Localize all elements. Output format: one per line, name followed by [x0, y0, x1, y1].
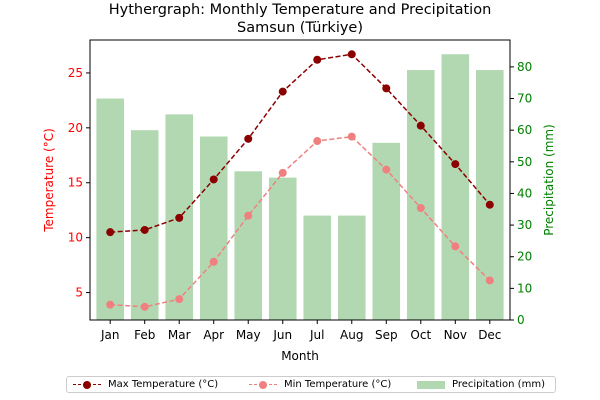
- legend-swatch-precipitation: [417, 380, 445, 390]
- legend-label-max-temp: Max Temperature (°C): [108, 379, 219, 390]
- temp-point-0-jul: [313, 55, 322, 64]
- left-tick-label-25: 25: [68, 66, 83, 80]
- temp-point-1-apr: [209, 257, 218, 266]
- temp-point-0-may: [244, 134, 253, 143]
- temp-point-0-jun: [278, 87, 287, 96]
- temp-point-1-mar: [175, 295, 184, 304]
- right-tick-label-50: 50: [517, 155, 532, 169]
- temp-point-0-aug: [347, 50, 356, 59]
- legend-item-min-temp: Min Temperature (°C): [249, 377, 391, 392]
- x-tick-label-feb: Feb: [134, 328, 155, 342]
- right-tick-label-80: 80: [517, 60, 532, 74]
- left-y-axis-label: Temperature (°C): [42, 128, 56, 233]
- right-tick-label-20: 20: [517, 250, 532, 264]
- temp-line-0: [110, 53, 491, 233]
- x-tick-label-aug: Aug: [340, 328, 363, 342]
- x-axis: Jan Feb Mar Apr May Jun Jul Aug Sep Oct Nov Dec: [100, 320, 501, 342]
- temp-point-1-sep: [382, 165, 391, 174]
- legend-label-precipitation: Precipitation (mm): [452, 379, 545, 390]
- right-tick-label-10: 10: [517, 281, 532, 295]
- x-tick-label-jul: Jul: [309, 328, 324, 342]
- right-tick-label-30: 30: [517, 218, 532, 232]
- temp-point-0-feb: [140, 225, 149, 234]
- precip-bar-jan: [96, 98, 124, 321]
- temp-point-0-apr: [209, 175, 218, 184]
- x-tick-label-may: May: [236, 328, 261, 342]
- temp-point-0-dec: [485, 200, 494, 209]
- x-tick-label-nov: Nov: [444, 328, 467, 342]
- temp-point-0-jan: [106, 228, 115, 237]
- chart-subtitle: Samsun (Türkiye): [237, 20, 363, 36]
- legend-item-max-temp: Max Temperature (°C): [73, 377, 218, 392]
- temp-point-1-oct: [416, 204, 425, 212]
- chart-title: Hythergraph: Monthly Temperature and Pre…: [109, 2, 492, 18]
- temp-line-1: [110, 135, 491, 308]
- temp-point-1-aug: [347, 132, 356, 141]
- temp-point-0-sep: [382, 84, 391, 93]
- legend-item-precipitation: Precipitation (mm): [417, 377, 545, 392]
- x-tick-label-mar: Mar: [168, 328, 191, 342]
- precip-bar-nov: [441, 54, 470, 320]
- precip-bar-jun: [268, 177, 297, 320]
- x-tick-label-oct: Oct: [410, 328, 431, 342]
- x-tick-label-apr: Apr: [203, 328, 224, 342]
- plot-frame: [89, 39, 511, 321]
- precip-bar-feb: [130, 130, 159, 320]
- right-y-axis-label: Precipitation (mm): [542, 124, 556, 236]
- x-tick-label-jan: Jan: [100, 328, 120, 342]
- precip-bar-jul: [303, 215, 332, 320]
- left-tick-label-10: 10: [68, 231, 83, 245]
- temp-point-1-jan: [106, 300, 115, 309]
- temp-point-1-nov: [451, 242, 460, 251]
- legend-swatch-max-temp: [73, 380, 101, 390]
- legend-label-min-temp: Min Temperature (°C): [284, 379, 392, 390]
- left-tick-label-20: 20: [68, 121, 83, 135]
- x-tick-label-dec: Dec: [478, 328, 501, 342]
- temp-point-1-feb: [140, 302, 149, 311]
- temp-point-1-dec: [485, 276, 494, 285]
- precip-bar-oct: [406, 70, 435, 321]
- legend-swatch-min-temp: [249, 380, 277, 390]
- temp-point-0-mar: [175, 213, 184, 222]
- left-tick-label-15: 15: [68, 176, 83, 190]
- right-tick-label-40: 40: [517, 186, 532, 200]
- precip-bar-apr: [199, 136, 228, 320]
- x-axis-label: Month: [281, 349, 319, 363]
- x-tick-label-sep: Sep: [375, 328, 398, 342]
- precip-bar-may: [234, 171, 263, 320]
- chart-legend: Max Temperature (°C) Min Temperature (°C…: [66, 376, 556, 393]
- temp-point-0-nov: [451, 160, 460, 169]
- temp-point-1-may: [244, 211, 253, 220]
- right-tick-label-70: 70: [517, 92, 532, 106]
- temp-point-1-jun: [278, 168, 287, 177]
- left-y-axis: 5 10 15 20 25: [68, 66, 90, 300]
- precipitation-bars: [96, 54, 504, 321]
- precip-bar-aug: [337, 215, 366, 320]
- right-y-axis: 0 10 20 30 40 50 60 70 80: [510, 60, 532, 327]
- right-tick-label-0: 0: [517, 313, 525, 327]
- temp-point-1-jul: [313, 137, 322, 146]
- right-tick-label-60: 60: [517, 123, 532, 137]
- temp-point-0-oct: [416, 121, 425, 130]
- left-tick-label-5: 5: [75, 286, 83, 300]
- x-tick-label-jun: Jun: [272, 328, 292, 342]
- temperature-lines: [106, 50, 494, 311]
